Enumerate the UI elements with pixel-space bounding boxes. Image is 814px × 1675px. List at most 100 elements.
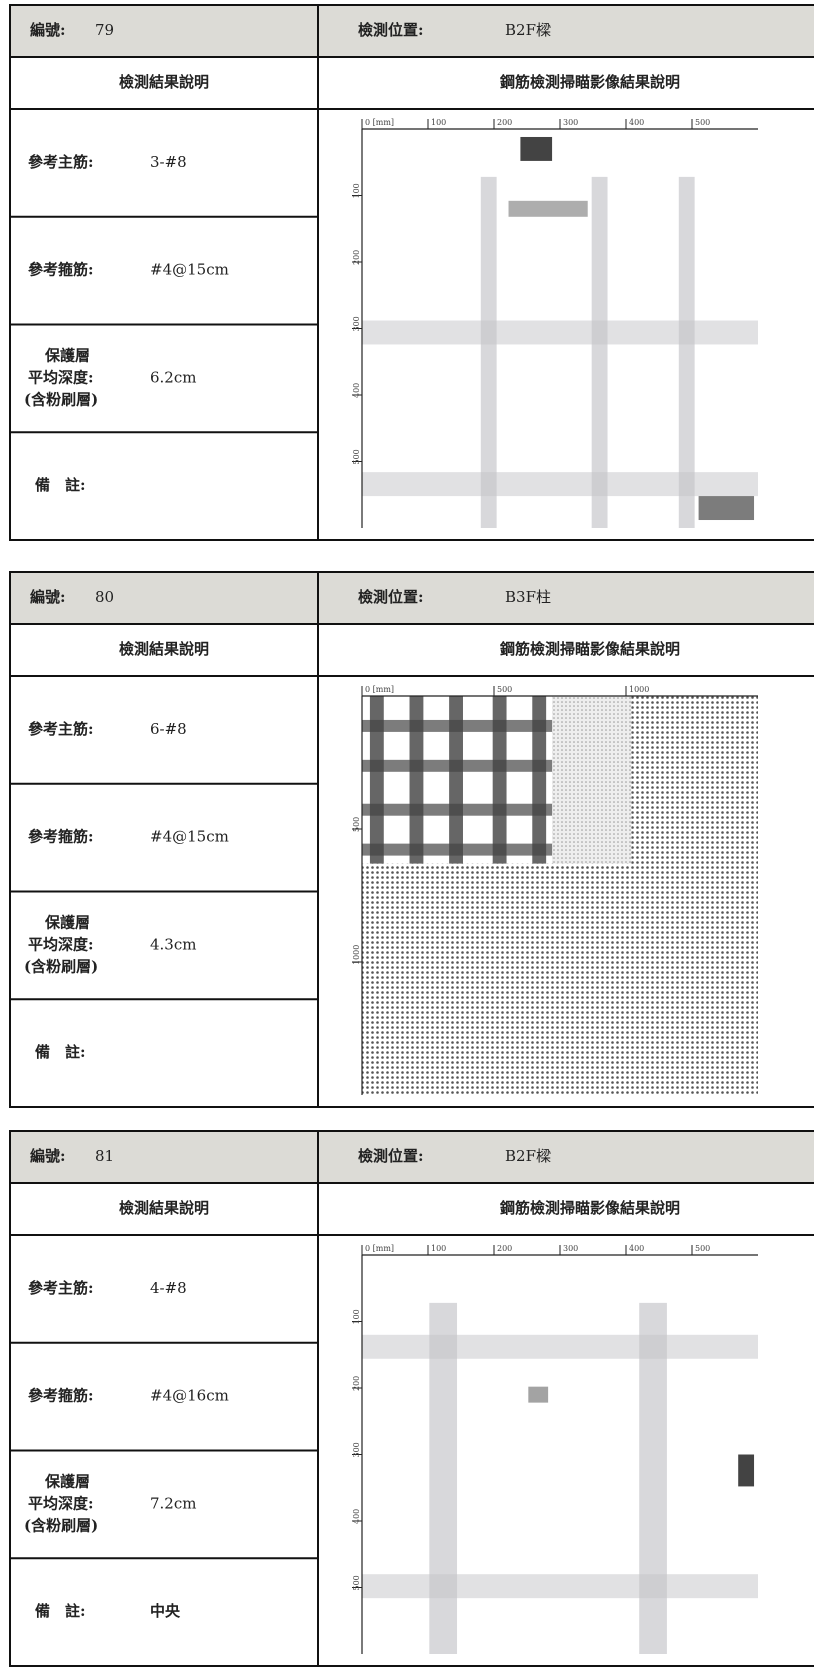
- number-label: 編號:: [30, 588, 66, 606]
- number-value: 79: [95, 21, 114, 39]
- scan-shade: [409, 696, 424, 864]
- cover-label: 保護層: [44, 1472, 90, 1490]
- left-header: 檢測結果說明: [119, 1199, 209, 1217]
- right-header: 鋼筋檢測掃瞄影像結果說明: [499, 1199, 680, 1217]
- scan-x-label: 0 [mm]: [365, 118, 394, 127]
- scan-x-label: 400: [629, 1244, 644, 1253]
- cover-label: 平均深度:: [28, 1494, 94, 1512]
- remark-label: 備 註:: [35, 1602, 86, 1620]
- scan-shade: [362, 759, 553, 772]
- scan-x-label: 1000: [629, 685, 649, 694]
- scan-y-label: 500: [352, 449, 361, 464]
- scan-image: 0 [mm] 100 200 300 400 500 100 200 300 400 500: [352, 118, 758, 528]
- remark-label: 備 註:: [35, 476, 86, 494]
- scan-y-label: 400: [352, 1509, 361, 1524]
- scan-shade: [532, 696, 547, 864]
- main-bar-label: 參考主筋:: [28, 153, 94, 171]
- location-value: B2F樑: [505, 21, 551, 39]
- scan-shade: [369, 696, 384, 864]
- scan-shade: [738, 1454, 755, 1487]
- header-row-bg: [10, 572, 814, 624]
- scan-shade: [508, 200, 588, 217]
- location-label: 檢測位置:: [358, 1147, 424, 1165]
- location-value: B2F樑: [505, 1147, 551, 1165]
- cover-label: 平均深度:: [28, 368, 94, 386]
- scan-y-label: 500: [352, 1575, 361, 1590]
- header-row-bg: [10, 5, 814, 57]
- scan-shade: [362, 803, 553, 816]
- right-header: 鋼筋檢測掃瞄影像結果說明: [499, 640, 680, 658]
- main-bar-value: 3-#8: [150, 153, 187, 171]
- scan-shade: [362, 1334, 758, 1359]
- scan-y-label: 200: [352, 250, 361, 265]
- cover-label: 保護層: [44, 913, 90, 931]
- block-border: [9, 571, 814, 1108]
- stirrup-value: #4@16cm: [150, 1387, 229, 1405]
- scan-x-label: 200: [497, 1244, 512, 1253]
- left-header: 檢測結果說明: [119, 73, 209, 91]
- cover-label: (含粉刷層): [24, 390, 98, 408]
- stirrup-value: #4@15cm: [150, 828, 229, 846]
- cover-label: 平均深度:: [28, 935, 94, 953]
- scan-x-label: 300: [563, 118, 578, 127]
- scan-shade: [362, 472, 758, 497]
- block-border: [9, 1130, 814, 1667]
- scan-y-label: 100: [352, 183, 361, 198]
- number-value: 81: [95, 1147, 114, 1165]
- scan-x-label: 300: [563, 1244, 578, 1253]
- scan-shade: [698, 496, 755, 521]
- main-bar-label: 參考主筋:: [28, 1279, 94, 1297]
- scan-shade: [591, 176, 608, 528]
- scan-shade: [492, 696, 507, 864]
- scan-shade: [552, 696, 632, 864]
- scan-y-label: 200: [352, 1376, 361, 1391]
- scan-y-label: 300: [352, 316, 361, 331]
- number-label: 編號:: [30, 1147, 66, 1165]
- scan-shade: [362, 1574, 758, 1599]
- remark-label: 備 註:: [35, 1043, 86, 1061]
- scan-shade: [528, 1386, 549, 1403]
- stirrup-label: 參考箍筋:: [28, 1387, 94, 1405]
- number-label: 編號:: [30, 21, 66, 39]
- scan-shade: [362, 320, 758, 345]
- scan-x-label: 500: [695, 1244, 710, 1253]
- scan-y-label: 300: [352, 1442, 361, 1457]
- scan-shade: [362, 843, 553, 856]
- scan-y-label: 1000: [352, 945, 361, 965]
- scan-x-label: 500: [497, 685, 512, 694]
- cover-value: 4.3cm: [150, 935, 196, 953]
- scan-x-label: 100: [431, 1244, 446, 1253]
- scan-shade: [520, 136, 553, 161]
- cover-value: 6.2cm: [150, 368, 196, 386]
- main-bar-value: 4-#8: [150, 1279, 187, 1297]
- number-value: 80: [95, 588, 114, 606]
- scan-x-label: 400: [629, 118, 644, 127]
- scan-x-label: 0 [mm]: [365, 685, 394, 694]
- scan-shade: [678, 176, 695, 528]
- scan-image: 0 [mm] 500 1000 500 1000: [352, 685, 758, 1095]
- cover-label: 保護層: [44, 346, 90, 364]
- scan-shade: [449, 696, 463, 864]
- main-bar-value: 6-#8: [150, 720, 187, 738]
- stirrup-label: 參考箍筋:: [28, 261, 94, 279]
- scan-x-label: 200: [497, 118, 512, 127]
- location-value: B3F柱: [505, 588, 551, 606]
- scan-shade: [362, 719, 553, 732]
- cover-label: (含粉刷層): [24, 1516, 98, 1534]
- scan-y-label: 100: [352, 1309, 361, 1324]
- header-row-bg: [10, 1131, 814, 1183]
- location-label: 檢測位置:: [358, 21, 424, 39]
- scan-x-label: 500: [695, 118, 710, 127]
- scan-image: 0 [mm] 100 200 300 400 500 100 200 300 400 500: [352, 1244, 758, 1654]
- location-label: 檢測位置:: [358, 588, 424, 606]
- stirrup-label: 參考箍筋:: [28, 828, 94, 846]
- remark-value: 中央: [150, 1602, 181, 1620]
- cover-value: 7.2cm: [150, 1494, 196, 1512]
- right-header: 鋼筋檢測掃瞄影像結果說明: [499, 73, 680, 91]
- main-bar-label: 參考主筋:: [28, 720, 94, 738]
- block-border: [9, 4, 814, 541]
